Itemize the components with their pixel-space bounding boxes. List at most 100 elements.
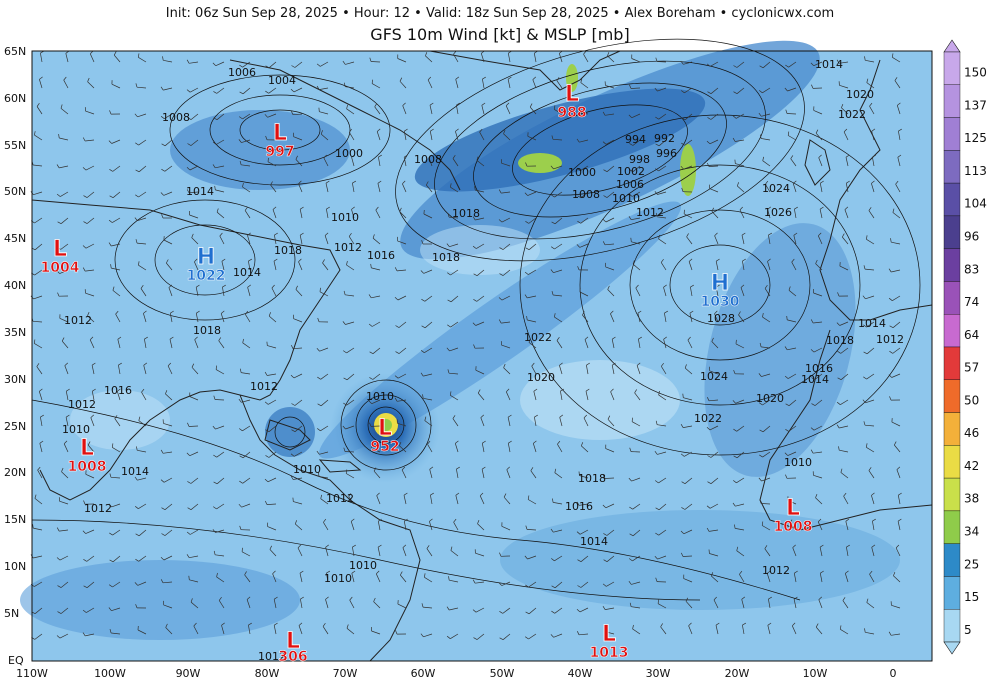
wind-barb <box>631 477 641 482</box>
wind-barb-flag <box>476 156 479 161</box>
colorbar-swatch <box>943 150 961 184</box>
wind-barb <box>112 529 121 536</box>
wind-barb <box>554 191 563 198</box>
wind-barb-flag <box>794 206 798 210</box>
wind-barb <box>710 113 719 120</box>
colorbar-arrow-top <box>943 39 961 53</box>
wind-barb-flag <box>634 389 637 393</box>
wind-barb-flag <box>245 310 249 315</box>
wind-barb <box>319 87 329 90</box>
isobar-label: 1018 <box>193 324 221 337</box>
wind-barb <box>169 339 173 349</box>
isobar-labels: 1006 1004 1008 1000 1008 1014 1010 1018 … <box>62 58 904 663</box>
wind-barb-flag <box>897 102 901 106</box>
wind-barb-flag <box>37 466 41 471</box>
wind-barb <box>59 555 69 561</box>
wind-barb-flag <box>272 570 276 574</box>
wind-barb <box>762 61 771 69</box>
wind-barb-flag <box>447 369 450 374</box>
wind-barb-flag <box>274 232 278 236</box>
wind-barb <box>215 165 225 169</box>
wind-barb-flag <box>212 506 217 510</box>
wind-barb-flag <box>109 169 113 172</box>
wind-barb <box>86 191 95 198</box>
wind-barb-flag <box>213 117 218 121</box>
wind-barb <box>842 600 849 609</box>
wind-barb <box>736 477 745 484</box>
wind-barb-flag <box>320 494 323 499</box>
wind-barb-flag <box>264 371 268 376</box>
wind-barb <box>632 503 641 510</box>
wind-barb <box>397 295 407 301</box>
wind-barb-flag <box>82 167 87 171</box>
wind-barb-flag <box>108 140 112 144</box>
wind-barb-flag <box>109 110 112 115</box>
wind-barb <box>455 79 459 89</box>
wind-barb-flag <box>162 56 164 61</box>
wind-barb-flag <box>290 110 294 115</box>
wind-barb-flag <box>482 76 486 80</box>
wind-barb <box>189 396 199 401</box>
wind-barb-flag <box>449 391 452 396</box>
wind-barb <box>452 418 459 427</box>
wind-barb-flag <box>838 446 840 451</box>
wind-barb-flag <box>473 637 478 640</box>
wind-barb <box>501 217 511 223</box>
wind-barb-flag <box>421 298 425 302</box>
wind-barb <box>528 499 537 505</box>
wind-barb-flag <box>300 596 304 600</box>
wind-barb <box>345 86 355 89</box>
wind-barb-flag <box>429 518 433 522</box>
colorbar-swatch <box>943 182 961 217</box>
colorbar-tick-label: 5 <box>964 623 972 637</box>
wind-barb-flag <box>446 635 451 639</box>
wind-barb-flag <box>602 504 607 509</box>
wind-barb <box>683 165 693 170</box>
wind-barb-flag <box>322 259 325 264</box>
wind-barb <box>632 263 641 271</box>
wind-barb-flag <box>508 440 512 444</box>
wind-barb-flag <box>213 91 217 94</box>
wind-barb <box>657 216 667 219</box>
low-pressure-center: L 1013 <box>589 622 628 662</box>
wind-barb <box>871 547 875 557</box>
wind-barb <box>36 106 43 115</box>
wind-barb <box>40 53 43 63</box>
wind-barb-flag <box>742 622 747 626</box>
wind-barb <box>839 321 849 326</box>
wind-barb <box>214 399 225 401</box>
wind-barb-flag <box>498 297 503 301</box>
wind-barb-flag <box>784 87 788 92</box>
wind-barb-flag <box>247 284 252 288</box>
wind-barb <box>60 243 69 250</box>
wind-barb-flag <box>57 611 62 614</box>
wind-barb-flag <box>655 116 659 120</box>
wind-barb <box>792 547 797 557</box>
wind-barb-flag <box>370 263 372 268</box>
wind-barb <box>866 239 875 245</box>
wind-barb <box>163 239 173 245</box>
wind-barb-flag <box>868 207 872 211</box>
wind-barb <box>399 445 407 453</box>
wind-barb <box>531 365 537 375</box>
wind-barb <box>242 451 251 459</box>
isobar-label: 1012 <box>636 206 664 219</box>
wind-barb <box>892 347 901 354</box>
wind-barb <box>34 134 43 141</box>
wind-barb-flag <box>889 325 894 329</box>
wind-barb <box>450 633 459 639</box>
wind-barb <box>112 165 121 172</box>
wind-barb-flag <box>819 206 824 210</box>
wind-barb-flag <box>113 51 117 56</box>
wind-barb <box>814 399 823 406</box>
wind-barb-flag <box>395 630 398 635</box>
wind-barb <box>221 261 225 271</box>
wind-barb-flag <box>82 267 86 272</box>
wind-barb <box>526 529 537 531</box>
wind-barb-flag <box>759 134 762 139</box>
wind-barb-flag <box>716 258 720 262</box>
wind-barb-flag <box>270 181 273 186</box>
wind-barb <box>768 235 771 245</box>
wind-barb-flag <box>430 492 434 496</box>
wind-barb-flag <box>40 414 44 418</box>
